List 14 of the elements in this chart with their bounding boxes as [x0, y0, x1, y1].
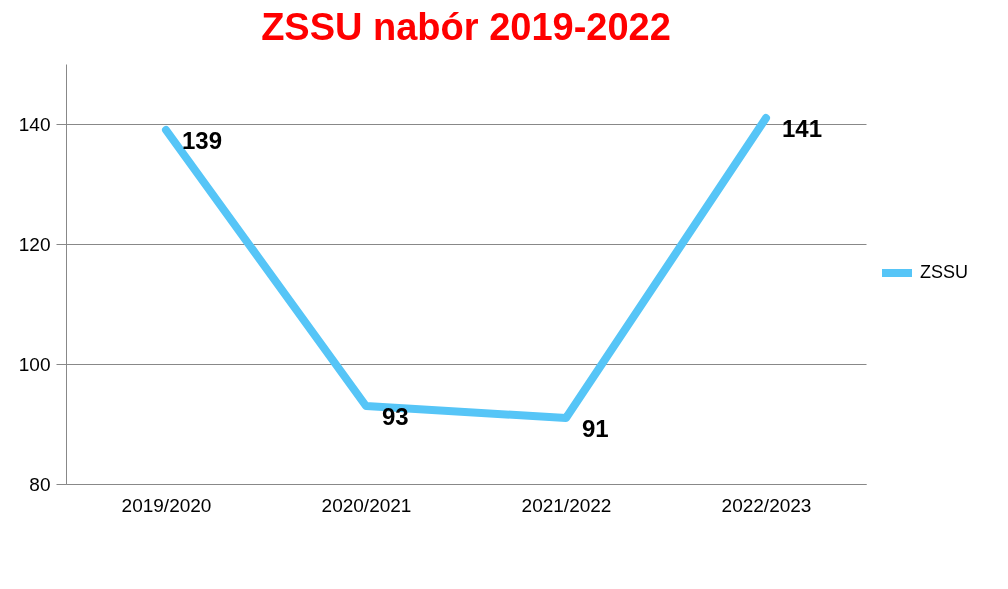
y-tick-label: 80	[29, 473, 51, 495]
y-tick-label: 120	[18, 233, 51, 255]
chart-title: ZSSU nabór 2019-2022	[261, 6, 671, 48]
x-tick-label: 2020/2021	[321, 494, 412, 516]
data-label: 139	[182, 127, 223, 154]
legend-label: ZSSU	[920, 262, 969, 282]
x-tick-label: 2022/2023	[721, 494, 812, 516]
x-tick-label: 2019/2020	[121, 494, 212, 516]
data-label: 141	[782, 115, 823, 142]
data-label: 91	[582, 415, 609, 442]
y-tick-label: 100	[18, 353, 51, 375]
data-label: 93	[382, 403, 409, 430]
x-tick-label: 2021/2022	[521, 494, 612, 516]
y-tick-label: 140	[18, 113, 51, 135]
